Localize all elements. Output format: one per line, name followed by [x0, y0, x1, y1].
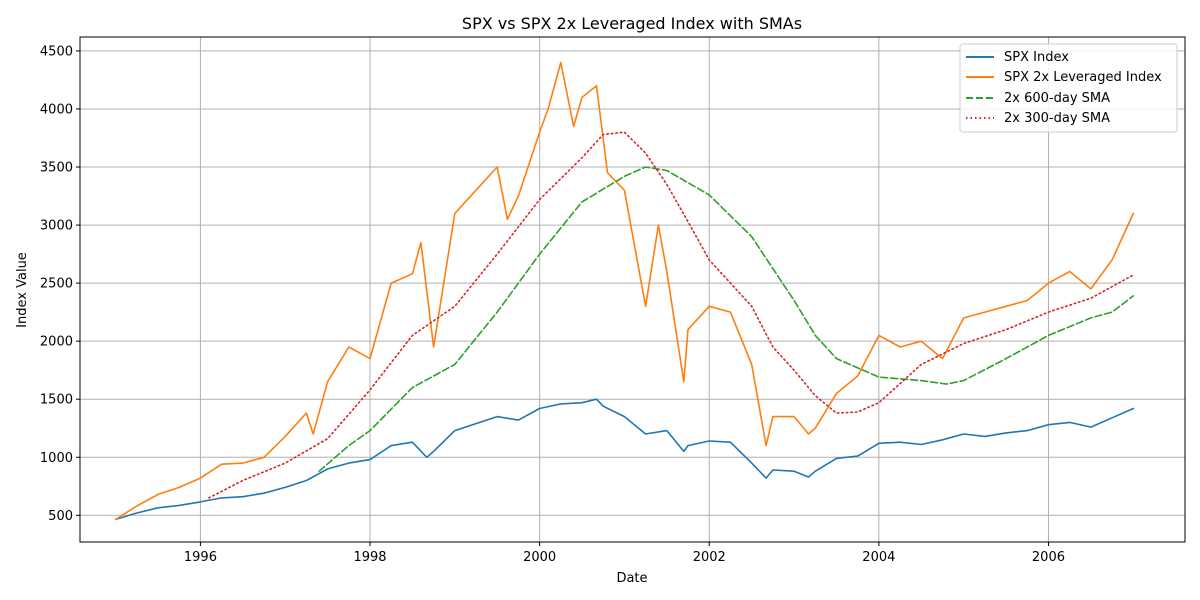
- y-tick-label: 500: [48, 509, 73, 524]
- y-tick-label: 2000: [40, 335, 73, 350]
- y-tick-label: 1500: [40, 393, 73, 408]
- y-tick-label: 2500: [40, 277, 73, 292]
- series-line-sma-300: [208, 131, 1135, 499]
- y-axis-label: Index Value: [15, 252, 30, 328]
- y-tick-label: 1000: [40, 451, 73, 466]
- legend-box: [959, 43, 1178, 133]
- y-tick-label: 3500: [40, 161, 73, 176]
- x-axis-ticks: 1996 1998 2000 2002 2004 2006: [184, 542, 1065, 565]
- x-axis-label: Date: [616, 571, 647, 586]
- series-lines: [114, 61, 1135, 521]
- x-tick-label: 1998: [353, 550, 386, 565]
- x-tick-label: 2006: [1032, 550, 1065, 565]
- chart-title: SPX vs SPX 2x Leveraged Index with SMAs: [462, 14, 802, 33]
- legend: SPX Index SPX 2x Leveraged Index 2x 600-…: [959, 43, 1178, 133]
- legend-label-2x: SPX 2x Leveraged Index: [1004, 70, 1162, 85]
- legend-label-sma600: 2x 600-day SMA: [1004, 91, 1110, 106]
- legend-label-spx: SPX Index: [1004, 50, 1069, 65]
- legend-label-sma300: 2x 300-day SMA: [1004, 111, 1110, 126]
- x-tick-label: 2000: [523, 550, 556, 565]
- y-tick-label: 3000: [40, 219, 73, 234]
- y-tick-label: 4500: [40, 44, 73, 59]
- series-line-spx-2x: [114, 61, 1135, 521]
- x-tick-label: 2002: [693, 550, 726, 565]
- y-axis-ticks: 500 1000 1500 2000 2500 3000 3500 4000 4500: [40, 44, 80, 524]
- series-line-sma-600: [318, 166, 1135, 473]
- x-tick-label: 2004: [862, 550, 895, 565]
- plot-frame: [79, 36, 1186, 543]
- series-line-spx: [114, 398, 1135, 521]
- y-tick-label: 4000: [40, 102, 73, 117]
- x-tick-label: 1996: [184, 550, 217, 565]
